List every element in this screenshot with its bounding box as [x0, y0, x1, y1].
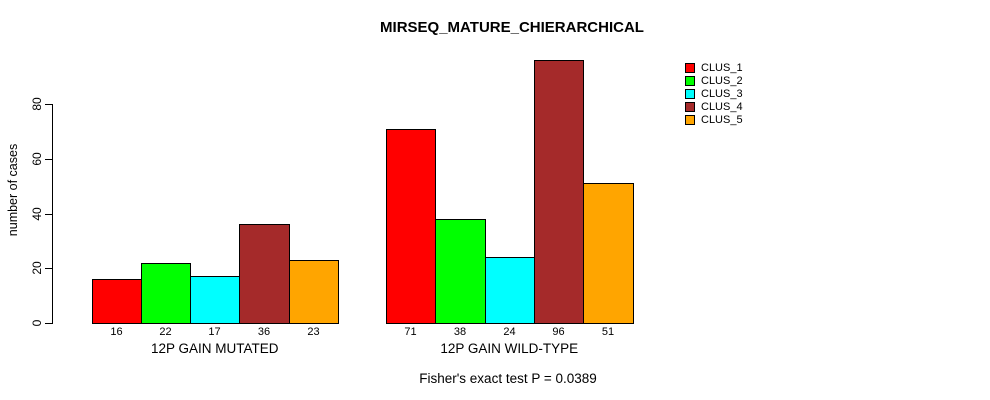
legend-item-clus_4: CLUS_4 — [685, 100, 743, 113]
bar-value-label: 96 — [552, 326, 565, 338]
caption: Fisher's exact test P = 0.0389 — [419, 371, 597, 386]
legend-label: CLUS_4 — [701, 100, 743, 113]
y-axis-tick-label: 40 — [30, 207, 44, 221]
y-axis-tick-label: 0 — [30, 319, 44, 327]
legend-swatch-icon — [685, 75, 695, 86]
legend-item-clus_1: CLUS_1 — [685, 61, 743, 74]
bar-clus_5-mutated — [289, 260, 339, 324]
legend-swatch-icon — [685, 88, 695, 99]
y-axis-label: number of cases — [6, 143, 20, 237]
legend-item-clus_5: CLUS_5 — [685, 113, 743, 126]
bar-value-label: 22 — [159, 326, 172, 338]
bar-value-label: 24 — [503, 326, 516, 338]
legend: CLUS_1 CLUS_2 CLUS_3 CLUS_4 CLUS_5 — [685, 61, 743, 126]
y-axis-tick — [45, 104, 52, 105]
legend-label: CLUS_5 — [701, 113, 743, 126]
legend-swatch-icon — [685, 114, 695, 125]
y-axis-tick-label: 60 — [30, 152, 44, 166]
bar-clus_4-mutated — [239, 224, 290, 324]
bar-clus_1-wild-type — [386, 129, 436, 324]
legend-swatch-icon — [685, 62, 695, 73]
bar-value-label: 38 — [453, 326, 467, 338]
y-axis-tick-label: 20 — [30, 261, 44, 275]
bar-clus_3-wild-type — [485, 257, 535, 324]
bar-clus_2-wild-type — [435, 219, 486, 324]
x-group-label: 12P GAIN WILD-TYPE — [440, 341, 579, 356]
bar-value-label: 23 — [307, 326, 320, 338]
bar-clus_5-wild-type — [583, 183, 634, 324]
y-axis-line — [52, 104, 53, 324]
bar-clus_4-wild-type — [534, 60, 584, 324]
y-axis-tick — [45, 268, 52, 269]
y-axis-tick-label: 80 — [30, 97, 44, 111]
y-axis-tick — [45, 214, 52, 215]
legend-label: CLUS_1 — [701, 61, 743, 74]
bar-clus_1-mutated — [92, 279, 142, 324]
legend-item-clus_3: CLUS_3 — [685, 87, 743, 100]
bar-value-label: 16 — [110, 326, 123, 338]
legend-label: CLUS_3 — [701, 87, 743, 100]
y-axis-tick — [45, 323, 52, 324]
y-axis-tick — [45, 159, 52, 160]
legend-label: CLUS_2 — [701, 74, 743, 87]
legend-item-clus_2: CLUS_2 — [685, 74, 743, 87]
bar-value-label: 71 — [404, 326, 417, 338]
bar-value-label: 17 — [208, 326, 221, 338]
bar-value-label: 51 — [601, 326, 615, 338]
bar-clus_3-mutated — [190, 276, 240, 324]
x-group-label: 12P GAIN MUTATED — [150, 341, 279, 356]
legend-swatch-icon — [685, 101, 695, 112]
bar-value-label: 36 — [257, 326, 271, 338]
chart-title: MIRSEQ_MATURE_CHIERARCHICAL — [380, 19, 644, 36]
bar-clus_2-mutated — [141, 263, 191, 324]
